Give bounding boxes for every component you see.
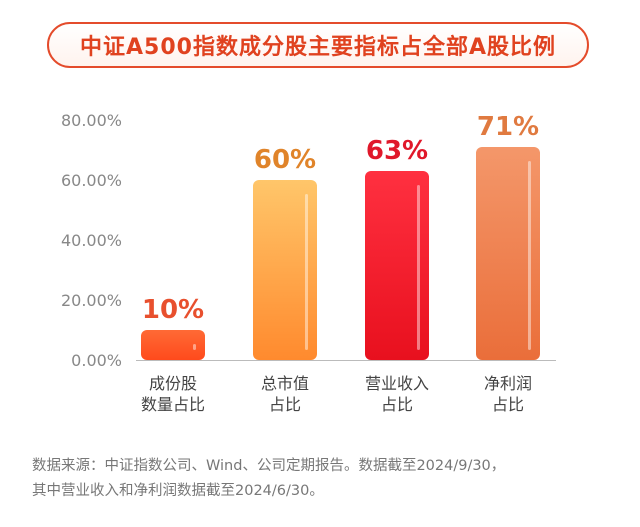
x-category-label: 成份股 (149, 374, 197, 393)
y-tick-label: 0.00% (71, 351, 122, 370)
y-tick-label: 40.00% (61, 231, 122, 250)
x-category-label: 占比 (381, 395, 413, 414)
bar-highlight (417, 185, 420, 350)
data-label: 63% (366, 136, 428, 166)
x-category-label: 占比 (492, 395, 524, 414)
bar-chart: 0.00% 20.00% 40.00% 60.00% 80.00% 10% 60% 63% 7… (61, 111, 556, 414)
x-category-label: 数量占比 (141, 395, 205, 414)
y-tick-label: 80.00% (61, 111, 122, 130)
data-label: 71% (477, 112, 539, 142)
bar (253, 180, 317, 360)
source-footnote: 数据来源：中证指数公司、Wind、公司定期报告。数据截至2024/9/30， 其… (32, 454, 632, 504)
footnote-line-1: 数据来源：中证指数公司、Wind、公司定期报告。数据截至2024/9/30， (32, 458, 506, 474)
x-category-label: 占比 (269, 395, 301, 414)
chart-title: 中证A500指数成分股主要指标占全部A股比例 (80, 35, 556, 60)
data-label: 60% (254, 145, 316, 175)
chart-title-banner: 中证A500指数成分股主要指标占全部A股比例 (47, 22, 589, 68)
bar-highlight (305, 194, 308, 350)
bar (365, 171, 429, 360)
y-tick-label: 20.00% (61, 291, 122, 310)
bar (476, 147, 540, 360)
bar-highlight (528, 161, 531, 350)
bar-highlight (193, 344, 196, 350)
x-category-label: 营业收入 (365, 374, 429, 393)
x-category-label: 总市值 (261, 374, 309, 393)
bar (141, 330, 205, 360)
x-category-label: 净利润 (484, 374, 532, 393)
y-tick-label: 60.00% (61, 171, 122, 190)
data-label: 10% (142, 295, 204, 325)
footnote-line-2: 其中营业收入和净利润数据截至2024/6/30。 (32, 483, 324, 499)
